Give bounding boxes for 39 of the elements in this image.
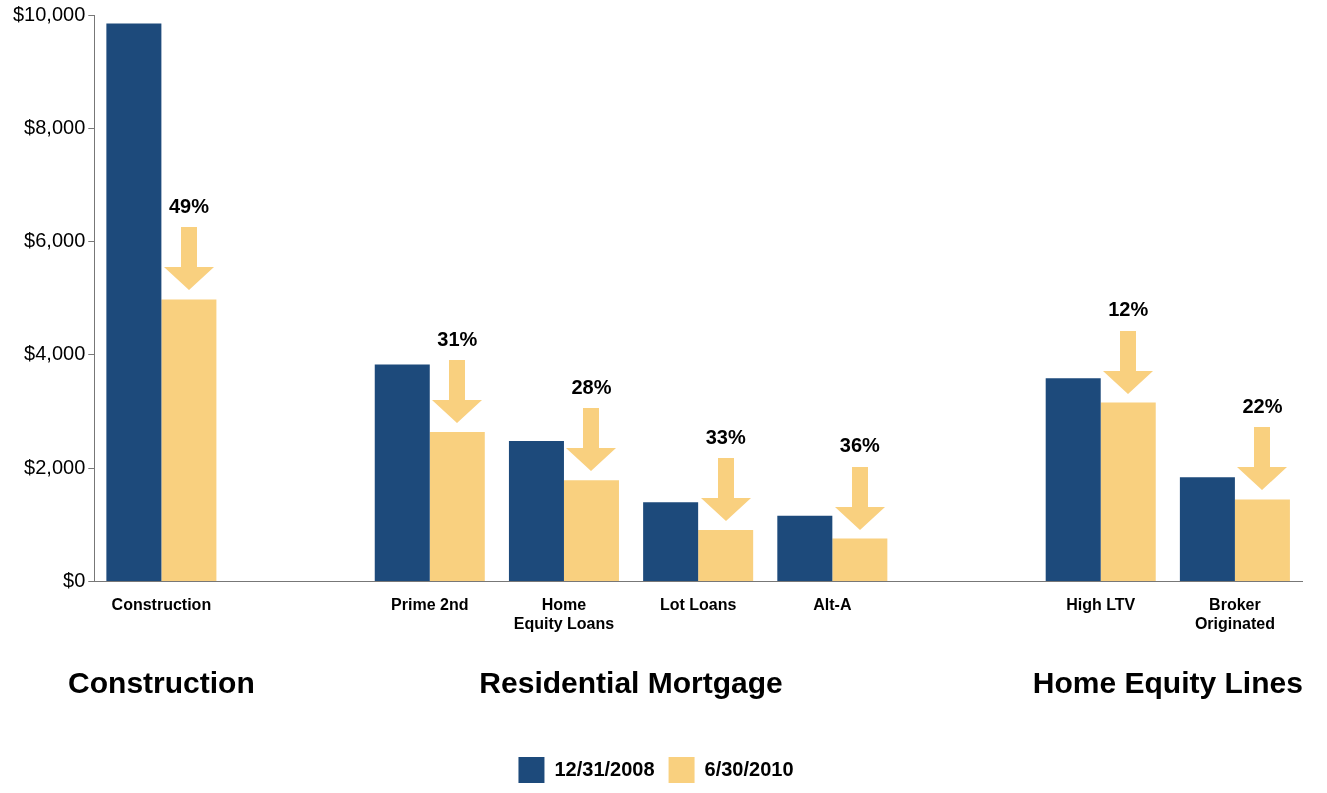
bar <box>1234 499 1290 582</box>
annotation: 49% <box>168 194 210 217</box>
x-tick-label: High LTV <box>1066 595 1136 613</box>
y-tick-label: $0 <box>63 569 86 592</box>
text: Home Equity Lines <box>1032 665 1303 699</box>
bar <box>832 538 888 582</box>
bar <box>161 299 217 582</box>
text: Residential Mortgage <box>479 665 783 699</box>
bar <box>643 502 699 582</box>
bar <box>1100 402 1156 582</box>
annotation: 12% <box>1108 298 1149 321</box>
bar <box>508 441 564 582</box>
annotation: 36% <box>839 434 881 457</box>
x-tick-label: Construction <box>111 595 212 613</box>
bar <box>374 364 430 582</box>
y-tick-label: $6,000 <box>24 229 86 252</box>
annotation: 28% <box>571 375 612 398</box>
legend-label: 6/30/2010 <box>704 757 794 780</box>
bar <box>106 23 162 582</box>
bar <box>1179 477 1235 582</box>
y-tick-label: $8,000 <box>24 115 86 138</box>
x-tick-label: Lot Loans <box>659 595 737 613</box>
x-tick-label: Broker Originated <box>1194 595 1275 632</box>
y-tick-label: $10,000 <box>13 2 86 25</box>
y-tick-label: $2,000 <box>24 455 86 478</box>
text: Construction <box>68 665 255 699</box>
x-tick-label: Prime 2nd <box>391 595 469 613</box>
bar <box>698 530 754 582</box>
legend-label: 12/31/2008 <box>554 757 655 780</box>
bar <box>1045 378 1101 582</box>
bar <box>429 432 485 582</box>
y-tick-label: $4,000 <box>24 342 86 365</box>
bar <box>777 515 833 582</box>
annotation: 33% <box>705 425 746 448</box>
annotation: 22% <box>1242 394 1283 417</box>
x-tick-label: Alt-A <box>813 595 852 613</box>
x-tick-label: Home Equity Loans <box>513 595 615 632</box>
annotation: 31% <box>437 327 478 350</box>
bar <box>563 480 619 582</box>
